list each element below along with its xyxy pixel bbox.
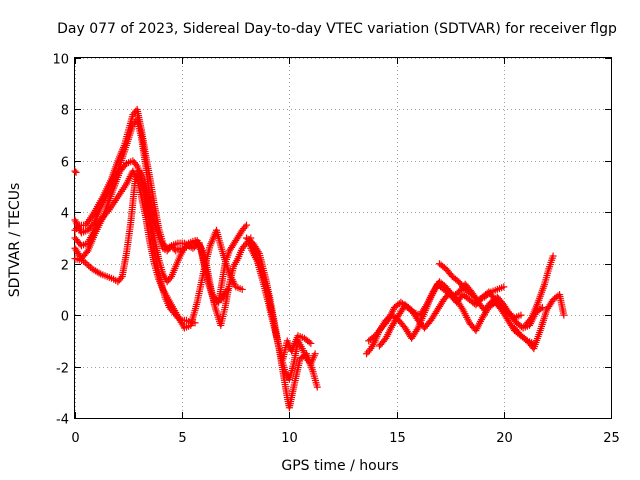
data-point <box>71 167 79 175</box>
x-tick-label: 20 <box>496 431 513 446</box>
data-point <box>313 383 321 391</box>
data-point <box>307 339 315 347</box>
data-point <box>311 350 319 358</box>
x-tick-label: 10 <box>281 431 298 446</box>
data-point <box>85 262 93 270</box>
data-point <box>172 312 180 320</box>
data-point <box>191 319 199 327</box>
y-tick-label: 4 <box>61 207 69 222</box>
axis-ticks <box>75 58 612 419</box>
data-point <box>183 241 191 249</box>
data-points <box>71 105 568 412</box>
data-point <box>422 303 430 311</box>
data-point <box>81 259 89 267</box>
data-point <box>485 289 493 297</box>
data-point <box>413 326 421 334</box>
data-point <box>95 269 103 277</box>
data-point <box>83 260 91 268</box>
series-track-13 <box>435 260 508 304</box>
chart-title: Day 077 of 2023, Sidereal Day-to-day VTE… <box>57 21 617 37</box>
data-point <box>166 243 174 251</box>
data-point <box>365 346 373 354</box>
data-point <box>537 305 545 313</box>
x-tick-labels: 0 5 10 15 20 25 <box>71 431 619 446</box>
x-axis-label: GPS time / hours <box>281 458 398 474</box>
data-point <box>80 257 88 265</box>
data-point <box>238 285 246 293</box>
series-track-01 <box>71 167 80 176</box>
data-point <box>500 283 508 291</box>
data-point <box>223 285 231 293</box>
data-point <box>243 221 251 229</box>
series-track-09 <box>247 244 315 363</box>
series-track-14 <box>511 291 568 353</box>
data-point <box>117 274 125 282</box>
data-point <box>458 304 466 312</box>
data-point <box>517 311 525 319</box>
y-tick-label: -4 <box>56 413 69 428</box>
series-track-05 <box>71 167 246 332</box>
y-tick-label: 2 <box>61 259 69 274</box>
data-point <box>222 287 230 295</box>
data-point <box>132 160 140 168</box>
data-point <box>538 303 546 311</box>
x-tick-label: 15 <box>389 431 406 446</box>
data-point <box>104 207 112 215</box>
x-tick-label: 25 <box>603 431 620 446</box>
y-tick-label: 10 <box>52 53 69 68</box>
data-point <box>241 223 249 231</box>
data-point <box>305 338 313 346</box>
y-tick-label: -2 <box>56 362 69 377</box>
y-tick-labels: -4 -2 0 2 4 6 8 10 <box>52 53 69 428</box>
data-point <box>560 311 568 319</box>
series-track-15 <box>521 252 557 329</box>
x-tick-label: 0 <box>71 431 79 446</box>
data-point <box>196 245 204 253</box>
data-point <box>72 168 80 176</box>
data-point <box>166 274 174 282</box>
data-point <box>549 252 557 260</box>
series-track-06 <box>71 167 199 327</box>
y-tick-label: 6 <box>61 156 69 171</box>
y-tick-label: 0 <box>61 310 69 325</box>
y-axis-label: SDTVAR / TECUs <box>7 183 23 298</box>
y-tick-label: 8 <box>61 104 69 119</box>
x-tick-label: 5 <box>178 431 186 446</box>
